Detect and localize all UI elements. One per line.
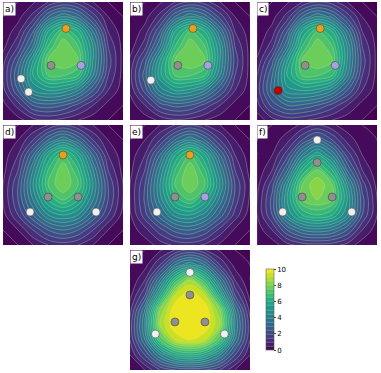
svg-text:f): f) bbox=[259, 127, 266, 137]
svg-text:8: 8 bbox=[277, 282, 281, 290]
svg-text:b): b) bbox=[132, 4, 141, 14]
svg-text:e): e) bbox=[132, 127, 141, 137]
svg-text:g): g) bbox=[132, 252, 141, 262]
svg-text:d): d) bbox=[5, 127, 14, 137]
svg-text:c): c) bbox=[259, 4, 267, 14]
svg-text:4: 4 bbox=[277, 314, 282, 322]
svg-text:a): a) bbox=[5, 4, 14, 14]
svg-text:2: 2 bbox=[277, 330, 281, 338]
svg-text:10: 10 bbox=[277, 266, 286, 274]
svg-text:0: 0 bbox=[277, 347, 281, 355]
svg-text:6: 6 bbox=[277, 298, 282, 306]
